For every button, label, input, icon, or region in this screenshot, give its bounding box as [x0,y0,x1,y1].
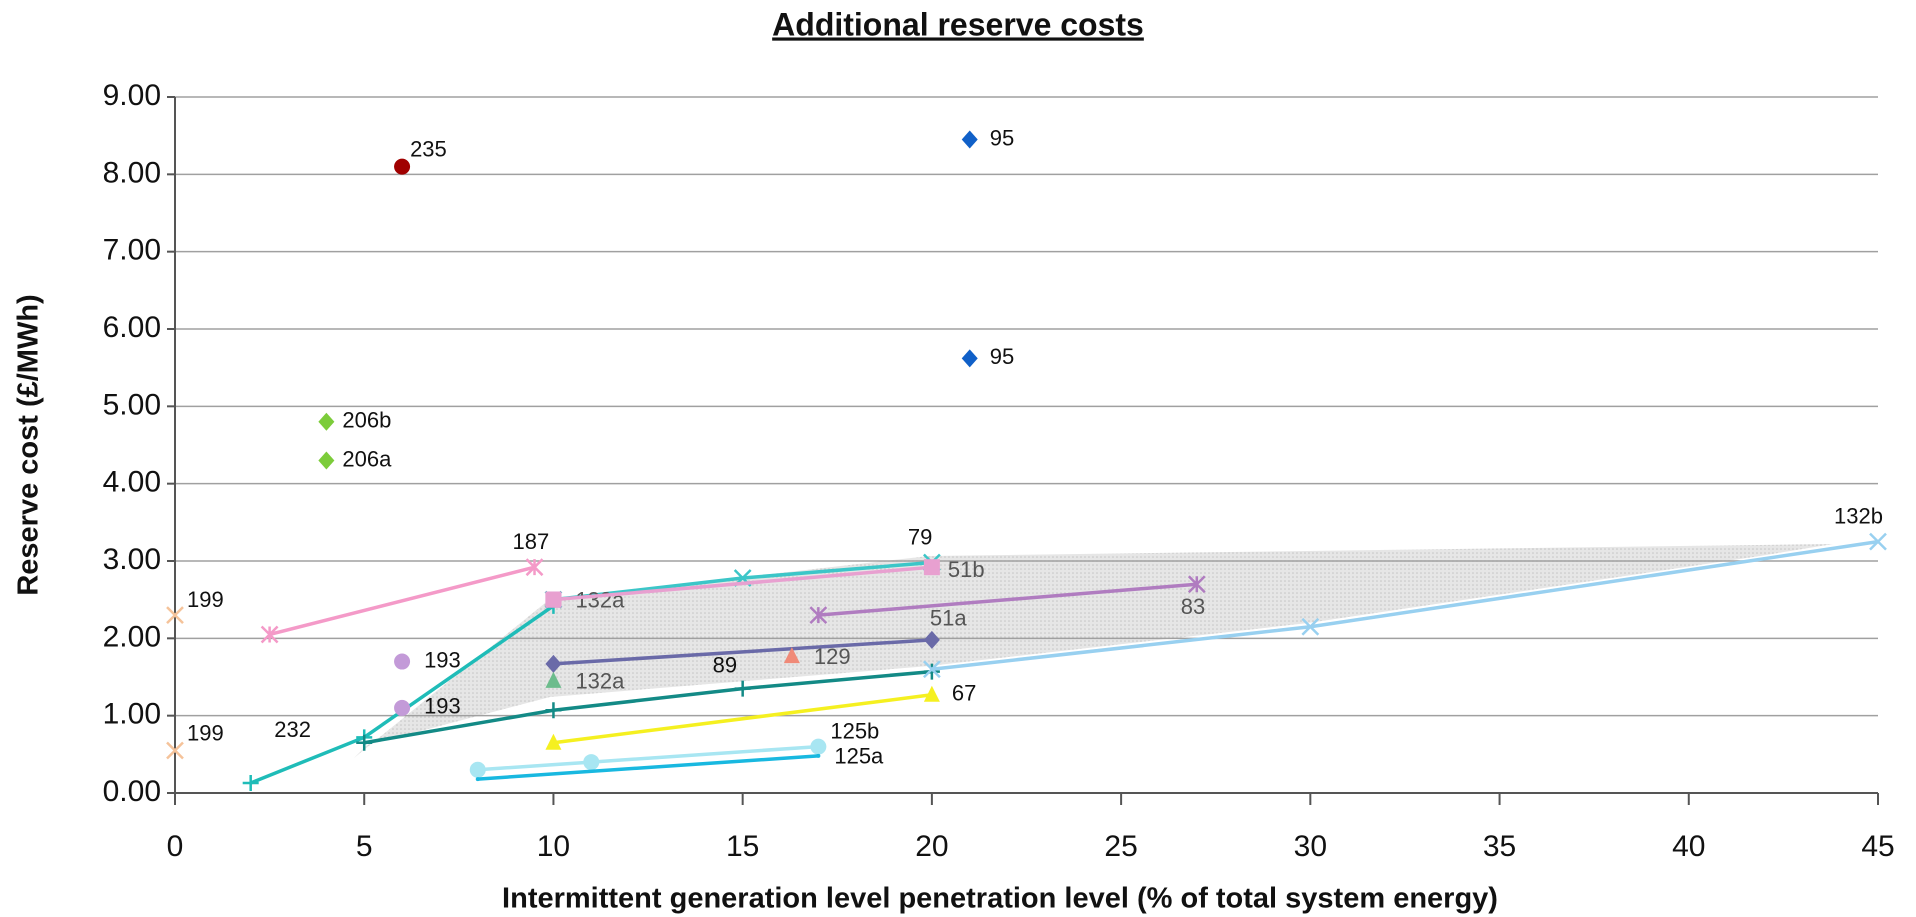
y-tick-label: 0.00 [103,775,161,808]
x-tick-label: 0 [167,830,184,863]
series-line [553,638,932,666]
y-tick-label: 7.00 [103,234,161,267]
marker [923,685,940,702]
marker [1869,532,1887,551]
point-label: 83 [1181,594,1205,619]
point-label: 129 [814,644,851,669]
y-tick-label: 2.00 [103,620,161,653]
x-tick-label: 35 [1483,830,1516,863]
y-tick-label: 5.00 [103,388,161,421]
point-label: 95 [990,344,1014,369]
marker [394,653,411,670]
point-label: 206a [342,446,392,471]
y-axis-label: Reserve cost (£/MWh) [13,294,45,595]
point-label: 67 [952,681,976,706]
point-label: 51b [948,557,985,582]
y-tick-label: 8.00 [103,156,161,189]
point-label: 125b [830,718,879,743]
marker [469,761,486,778]
marker [545,654,562,673]
marker [318,451,335,470]
point-label: 193 [424,694,461,719]
series-line [553,565,933,602]
marker [923,660,941,679]
point-label: 95 [990,125,1014,150]
point-label: 132a [575,587,625,612]
point-label: 235 [410,136,447,161]
marker [583,754,600,771]
marker [545,671,562,688]
marker [783,647,800,664]
marker [545,591,562,608]
x-tick-label: 10 [537,830,570,863]
marker [356,734,373,751]
point-label: 193 [424,647,461,672]
marker [1301,617,1320,636]
x-tick-label: 25 [1104,830,1137,863]
marker [961,130,978,149]
marker [242,774,259,791]
point-label: 206b [342,408,391,433]
point-label: 199 [187,720,224,745]
x-axis-label: Intermittent generation level penetratio… [502,883,1498,915]
marker [545,702,562,719]
x-tick-label: 5 [356,830,373,863]
marker [734,680,751,697]
x-tick-label: 15 [726,830,759,863]
y-tick-label: 3.00 [103,543,161,576]
marker [260,625,279,644]
y-tick-label: 6.00 [103,311,161,344]
point-label: 132b [1834,503,1883,528]
marker [809,606,828,625]
y-tick-label: 9.00 [103,79,161,112]
series-line [553,693,933,745]
marker [545,733,562,750]
x-tick-label: 45 [1861,830,1894,863]
point-label: 79 [908,524,932,549]
marker [166,606,184,625]
point-label: 51a [930,606,967,631]
point-label: 232 [274,717,311,742]
marker [810,738,827,755]
marker [475,777,480,782]
marker [318,412,335,431]
series-line [818,582,1197,617]
marker [166,741,184,760]
chart-title: Additional reserve costs [772,6,1144,42]
marker [394,699,411,716]
x-tick-label: 20 [915,830,948,863]
point-label: 199 [187,587,224,612]
point-label: 187 [513,529,550,554]
marker [1187,575,1206,594]
point-label: 89 [713,652,737,677]
marker [525,558,544,577]
series-line [477,754,819,781]
x-tick-label: 40 [1672,830,1705,863]
series-line [269,565,535,637]
series-line [363,669,933,745]
y-tick-label: 4.00 [103,466,161,499]
marker [923,663,940,680]
marker [961,349,978,368]
shaded-range [354,544,1833,758]
point-label: 125a [834,744,884,769]
marker [394,158,411,175]
x-tick-label: 30 [1294,830,1327,863]
marker [923,559,940,576]
marker [816,753,821,758]
marker [923,630,940,649]
point-label: 132a [575,669,625,694]
y-tick-label: 1.00 [103,698,161,731]
